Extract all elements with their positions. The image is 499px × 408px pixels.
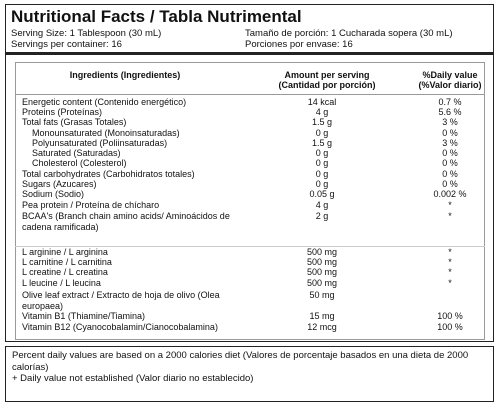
ingredient-name: L creatine / L creatina xyxy=(22,267,108,277)
footer-note: Percent daily values are based on a 2000… xyxy=(12,350,469,373)
amount: 4 g xyxy=(315,107,329,117)
amount: 0 g xyxy=(315,158,329,168)
daily-value: * xyxy=(448,200,452,210)
title: Nutritional Facts / Tabla Nutrimental xyxy=(11,7,302,26)
amount: 0 g xyxy=(315,169,329,179)
ingredient-name: Sugars (Azucares) xyxy=(22,179,97,189)
thick-rule xyxy=(5,52,494,55)
daily-value: 0.002 % xyxy=(433,189,467,199)
daily-value: 5.6 % xyxy=(438,107,462,117)
daily-value: 0.7 % xyxy=(438,97,462,107)
header-ingredients: Ingredients (Ingredientes) xyxy=(69,70,181,80)
ingredient-name: Sodium (Sodio) xyxy=(22,189,85,199)
daily-value: 100 % xyxy=(437,322,463,332)
amount: 500 mg xyxy=(306,278,338,288)
amount: 0 g xyxy=(315,179,329,189)
ingredient-name: Vitamin B1 (Thiamine/Tiamina) xyxy=(22,311,146,321)
amount: 2 g xyxy=(315,211,329,221)
ingredient-name: Pea protein / Proteína de chícharo xyxy=(22,200,160,210)
amount: 1.5 g xyxy=(311,138,333,148)
ingredient-name: L carnitine / L carnitina xyxy=(22,257,112,267)
amount: 500 mg xyxy=(306,257,338,267)
amount: 15 mg xyxy=(309,311,335,321)
header-rule xyxy=(15,94,485,95)
amount: 12 mcg xyxy=(307,322,337,332)
header-daily-value: (%Valor diario) xyxy=(418,80,482,90)
header-amount: Amount per serving xyxy=(284,70,370,80)
ingredient-name: Saturated (Saturadas) xyxy=(32,148,121,158)
footer-border xyxy=(5,346,494,402)
section-rule xyxy=(15,246,485,247)
amount: 0.05 g xyxy=(309,189,335,199)
ingredient-name: L arginine / L arginina xyxy=(22,247,108,257)
daily-value: 100 % xyxy=(437,311,463,321)
amount: 500 mg xyxy=(306,247,338,257)
amount: 500 mg xyxy=(306,267,338,277)
ingredient-name: Vitamin B12 (Cyanocobalamin/Cianocobalam… xyxy=(22,322,218,332)
daily-value: 0 % xyxy=(442,158,458,168)
servings-per-container-es: Porciones por envase: 16 xyxy=(245,39,353,50)
header-amount: (Cantidad por porción) xyxy=(278,80,376,90)
ingredient-name: Energetic content (Contenido energético) xyxy=(22,97,187,107)
ingredient-name: Cholesterol (Colesterol) xyxy=(32,158,127,168)
amount: 14 kcal xyxy=(307,97,337,107)
amount: 0 g xyxy=(315,148,329,158)
daily-value: 0 % xyxy=(442,128,458,138)
ingredient-name: Monounsaturated (Monoinsaturadas) xyxy=(32,128,180,138)
amount: 4 g xyxy=(315,200,329,210)
daily-value: 0 % xyxy=(442,148,458,158)
daily-value: 3 % xyxy=(442,117,458,127)
servings-per-container: Servings per container: 16 xyxy=(11,39,122,50)
daily-value: 3 % xyxy=(442,138,458,148)
daily-value: * xyxy=(448,278,452,288)
ingredient-name: Total carbohydrates (Carbohidratos total… xyxy=(22,169,195,179)
label-border xyxy=(5,4,494,342)
daily-value: * xyxy=(448,267,452,277)
ingredient-name: L leucine / L leucina xyxy=(22,278,101,288)
daily-value: * xyxy=(448,257,452,267)
ingredient-name: Proteins (Proteínas) xyxy=(22,107,103,117)
ingredient-name: Polyunsaturated (Poliinsaturadas) xyxy=(32,138,168,148)
daily-value: 0 % xyxy=(442,179,458,189)
ingredient-name: Total fats (Grasas Totales) xyxy=(22,117,127,127)
table-border xyxy=(15,62,485,340)
serving-size: Serving Size: 1 Tablespoon (30 mL) xyxy=(11,28,162,39)
daily-value: * xyxy=(448,211,452,221)
amount: 50 mg xyxy=(309,290,335,300)
header-daily-value: %Daily value xyxy=(422,70,478,80)
serving-size-es: Tamaño de porción: 1 Cucharada sopera (3… xyxy=(245,28,453,39)
daily-value: 0 % xyxy=(442,169,458,179)
amount: 1.5 g xyxy=(311,117,333,127)
daily-value: * xyxy=(448,247,452,257)
ingredient-name: BCAA's (Branch chain amino acids/ Aminoá… xyxy=(22,211,230,232)
amount: 0 g xyxy=(315,128,329,138)
footer-legend: + Daily value not established (Valor dia… xyxy=(12,373,254,384)
ingredient-name: Olive leaf extract / Extracto de hoja de… xyxy=(22,290,220,311)
